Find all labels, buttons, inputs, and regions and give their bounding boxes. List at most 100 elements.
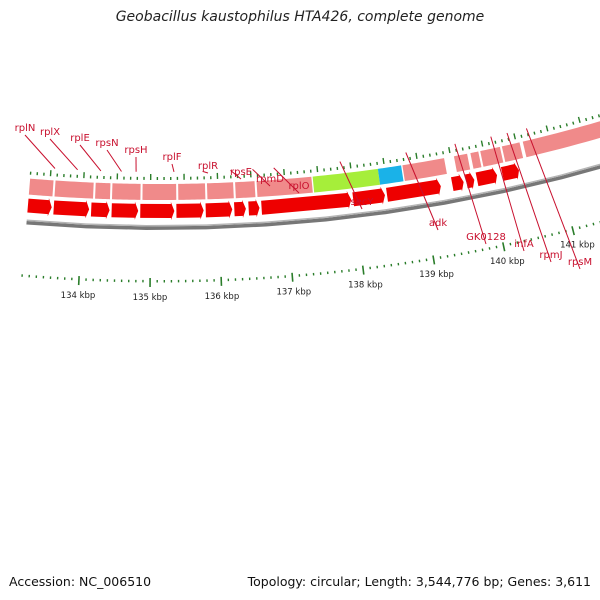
gene-bar-5: [178, 183, 206, 200]
top-tick: [513, 133, 516, 140]
leader-line-rpsE: [230, 170, 242, 180]
leader-line-rplE: [79, 144, 102, 172]
gene-label-rpsE: rpsE: [230, 167, 252, 178]
gene-bar-12: [453, 153, 471, 173]
minor-tick: [516, 241, 519, 244]
gene-bar-track: [28, 121, 600, 200]
top-tick: [545, 125, 549, 132]
minor-tick: [530, 238, 533, 241]
top-tick: [500, 139, 503, 143]
cds-arrow-7: [234, 199, 246, 218]
top-tick: [455, 148, 458, 152]
top-tick: [468, 146, 471, 150]
gene-label-rplR: rplR: [198, 161, 218, 172]
gene-label-secY: secY: [351, 197, 375, 208]
upper-tick-marks: [29, 114, 600, 180]
major-tick: [361, 265, 365, 275]
gene-bar-9: [312, 168, 381, 193]
minor-tick: [544, 234, 547, 238]
kbp-label-136: 136 kbp: [205, 292, 240, 302]
cds-arrow-1: [53, 200, 90, 219]
gene-bar-8: [256, 176, 313, 198]
leader-line-rplX: [49, 138, 78, 171]
leader-line-adk: [405, 152, 439, 231]
top-tick: [448, 146, 451, 154]
minor-tick: [523, 239, 526, 243]
top-tick: [480, 140, 484, 147]
top-tick: [591, 116, 594, 120]
minor-tick: [558, 231, 560, 235]
cds-arrow-track: [27, 162, 519, 220]
gene-label-rplN: rplN: [15, 123, 36, 134]
top-tick: [539, 129, 542, 134]
gene-label-rplX: rplX: [40, 127, 60, 138]
gene-bar-7: [235, 181, 256, 199]
cds-arrow-12: [450, 173, 464, 192]
leader-line-rplF: [171, 163, 175, 173]
leader-line-rpmD: [252, 168, 271, 187]
topology-text: Topology: circular; Length: 3,544,776 bp…: [247, 574, 591, 589]
gene-bar-4: [142, 183, 177, 200]
gene-labels: rplN rplX rplE rpsN rpsH rplF rplR rpsE rpmD rplO…: [15, 123, 592, 270]
top-tick: [559, 124, 562, 129]
genome-title: Geobacillus kaustophilus HTA426, complet…: [115, 9, 485, 25]
cds-arrow-11: [386, 177, 441, 202]
gene-label-rplO: rplO: [288, 181, 309, 192]
minor-tick: [585, 224, 588, 228]
gene-label-rpsH: rpsH: [124, 145, 147, 156]
leader-line-GK0128: [454, 143, 487, 245]
gene-bar-3: [111, 183, 141, 200]
cds-arrow-0: [27, 198, 52, 217]
kbp-label-139: 139 kbp: [419, 270, 454, 280]
top-tick: [533, 131, 536, 135]
leader-line-rplN: [24, 134, 56, 169]
top-tick: [349, 162, 352, 169]
gene-label-rpmJ: rpmJ: [539, 250, 562, 261]
kbp-scale: 134 kbp 135 kbp 136 kbp 137 kbp 138 kbp 139 k…: [21, 220, 600, 303]
leader-line-infA: [490, 136, 525, 252]
gene-bar-16: [522, 121, 600, 158]
cds-arrow-5: [176, 201, 204, 220]
major-tick: [571, 226, 575, 236]
top-tick: [435, 152, 438, 156]
cds-arrow-3: [111, 201, 139, 220]
top-tick: [520, 134, 523, 138]
minor-tick: [592, 222, 595, 226]
leader-line-rplR: [202, 170, 209, 174]
top-tick: [316, 166, 319, 173]
top-tick: [494, 140, 497, 144]
gene-bar-10: [377, 165, 404, 185]
top-tick: [552, 126, 555, 130]
kbp-label-137: 137 kbp: [276, 288, 311, 298]
gene-label-infA: infA: [514, 239, 534, 250]
leader-line-rpmJ: [506, 132, 552, 263]
accession-text: Accession: NC_006510: [9, 574, 152, 589]
top-tick: [487, 142, 490, 146]
major-tick: [432, 255, 436, 265]
minor-tick: [537, 236, 540, 240]
leader-line-rplO: [273, 167, 300, 194]
gene-bar-1: [54, 180, 94, 199]
minor-tick: [495, 245, 498, 249]
cds-arrow-10: [352, 186, 385, 207]
cds-arrow-15: [500, 162, 519, 181]
top-tick: [577, 116, 581, 123]
top-tick: [526, 133, 530, 137]
top-tick: [597, 114, 600, 118]
top-tick: [428, 153, 431, 157]
gene-label-rpsN: rpsN: [95, 138, 118, 149]
cds-arrow-8: [248, 199, 260, 218]
gene-bar-11: [402, 158, 447, 182]
kbp-label-140: 140 kbp: [490, 257, 525, 267]
gene-bar-6: [206, 182, 234, 200]
top-tick: [382, 157, 385, 165]
cds-arrow-6: [205, 200, 233, 219]
gene-label-rplE: rplE: [70, 133, 90, 144]
top-tick: [474, 144, 477, 148]
kbp-label-141: 141 kbp: [560, 241, 595, 251]
kbp-label-134: 134 kbp: [61, 291, 96, 301]
top-tick: [507, 137, 510, 141]
top-tick: [461, 147, 464, 151]
leader-line-rpsM: [525, 128, 581, 270]
